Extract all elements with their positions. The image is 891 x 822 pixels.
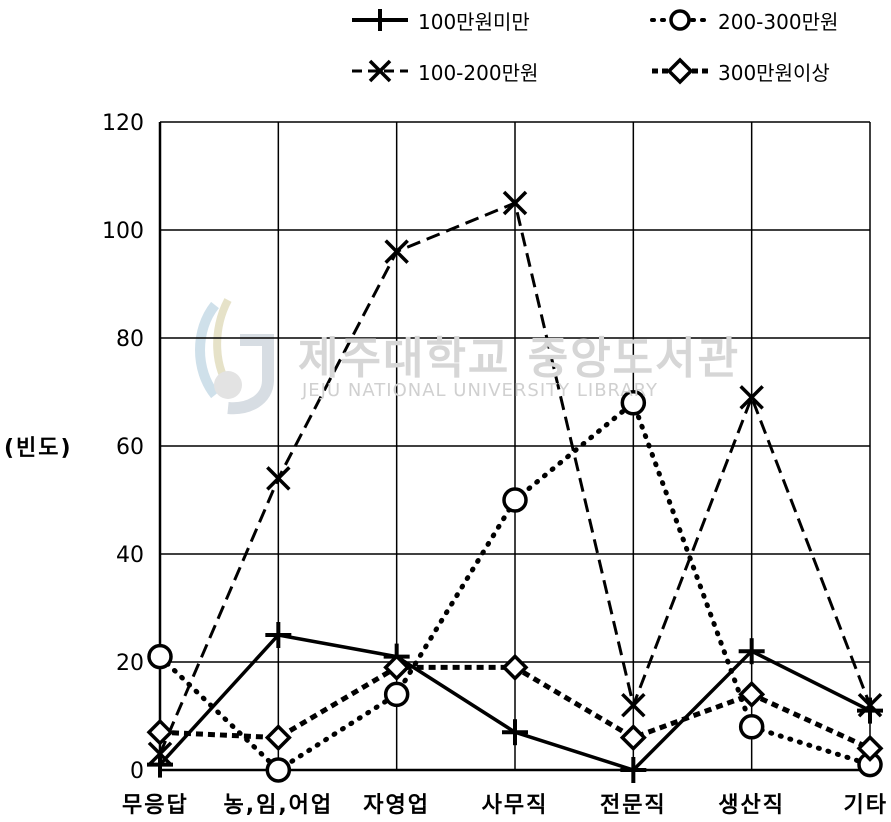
y-tick-label: 40 <box>116 543 144 568</box>
data-point-x <box>739 385 764 410</box>
data-point-circle <box>620 390 647 416</box>
legend-item-series-4: 300만원이상 <box>650 56 830 86</box>
data-point-diamond <box>264 724 292 752</box>
legend-marker-x-icon <box>352 59 408 83</box>
x-tick-label: 무응답 <box>122 793 189 818</box>
legend-marker-circle-icon <box>650 9 710 31</box>
legend-marker-diamond-icon <box>652 57 708 85</box>
data-point-x <box>266 466 291 491</box>
y-tick-label: 80 <box>116 327 144 352</box>
data-point-diamond <box>146 718 174 746</box>
y-tick-label: 120 <box>102 111 144 136</box>
y-axis-label: (빈도) <box>4 436 73 461</box>
data-point-x <box>857 692 883 718</box>
data-point-x <box>384 239 409 264</box>
legend-item-series-1: 100만원미만 <box>350 5 530 35</box>
legend-marker-plus-icon <box>352 9 408 31</box>
data-point-circle <box>147 643 173 670</box>
data-point-circle <box>502 487 528 513</box>
data-point-diamond <box>501 653 529 681</box>
data-point-circle <box>383 681 410 708</box>
data-point-x <box>621 692 646 718</box>
series-2 <box>147 190 883 767</box>
data-point-plus <box>502 719 528 746</box>
data-point-diamond <box>738 680 766 708</box>
data-point-x <box>502 190 528 216</box>
library-logo-watermark <box>195 298 274 415</box>
data-point-plus <box>265 622 292 648</box>
x-tick-label: 전문직 <box>600 793 667 818</box>
x-tick-label: 자영업 <box>363 793 430 818</box>
y-tick-label: 100 <box>102 219 144 244</box>
legend-label: 300만원이상 <box>718 60 830 85</box>
data-point-diamond <box>856 734 884 762</box>
data-point-plus <box>738 638 765 665</box>
y-tick-label: 0 <box>130 759 144 784</box>
y-tick-label: 60 <box>116 435 144 460</box>
x-tick-label: 사무직 <box>482 793 549 818</box>
watermark-english: JEJU NATIONAL UNIVERSITY LIBRARY <box>302 380 658 401</box>
legend-label: 100-200만원 <box>418 60 539 85</box>
x-tick-label: 생산직 <box>718 793 785 818</box>
data-point-circle <box>265 757 292 783</box>
watermark-korean: 제주대학교 중앙도서관 <box>298 333 741 384</box>
data-point-plus <box>620 757 647 783</box>
x-tick-label: 농,임,어업 <box>223 793 333 818</box>
legend-label: 200-300만원 <box>718 9 839 34</box>
legend-item-series-3: 200-300만원 <box>650 5 838 35</box>
y-tick-label: 20 <box>116 651 144 676</box>
data-point-diamond <box>619 724 647 752</box>
data-point-x <box>147 741 173 767</box>
series-4 <box>146 653 884 762</box>
legend-item-series-2: 100-200만원 <box>350 56 538 86</box>
data-point-circle <box>738 714 765 740</box>
series-3 <box>147 390 883 783</box>
data-point-diamond <box>383 653 411 681</box>
x-tick-label: 기타 <box>844 793 888 818</box>
legend-label: 100만원미만 <box>418 9 530 34</box>
